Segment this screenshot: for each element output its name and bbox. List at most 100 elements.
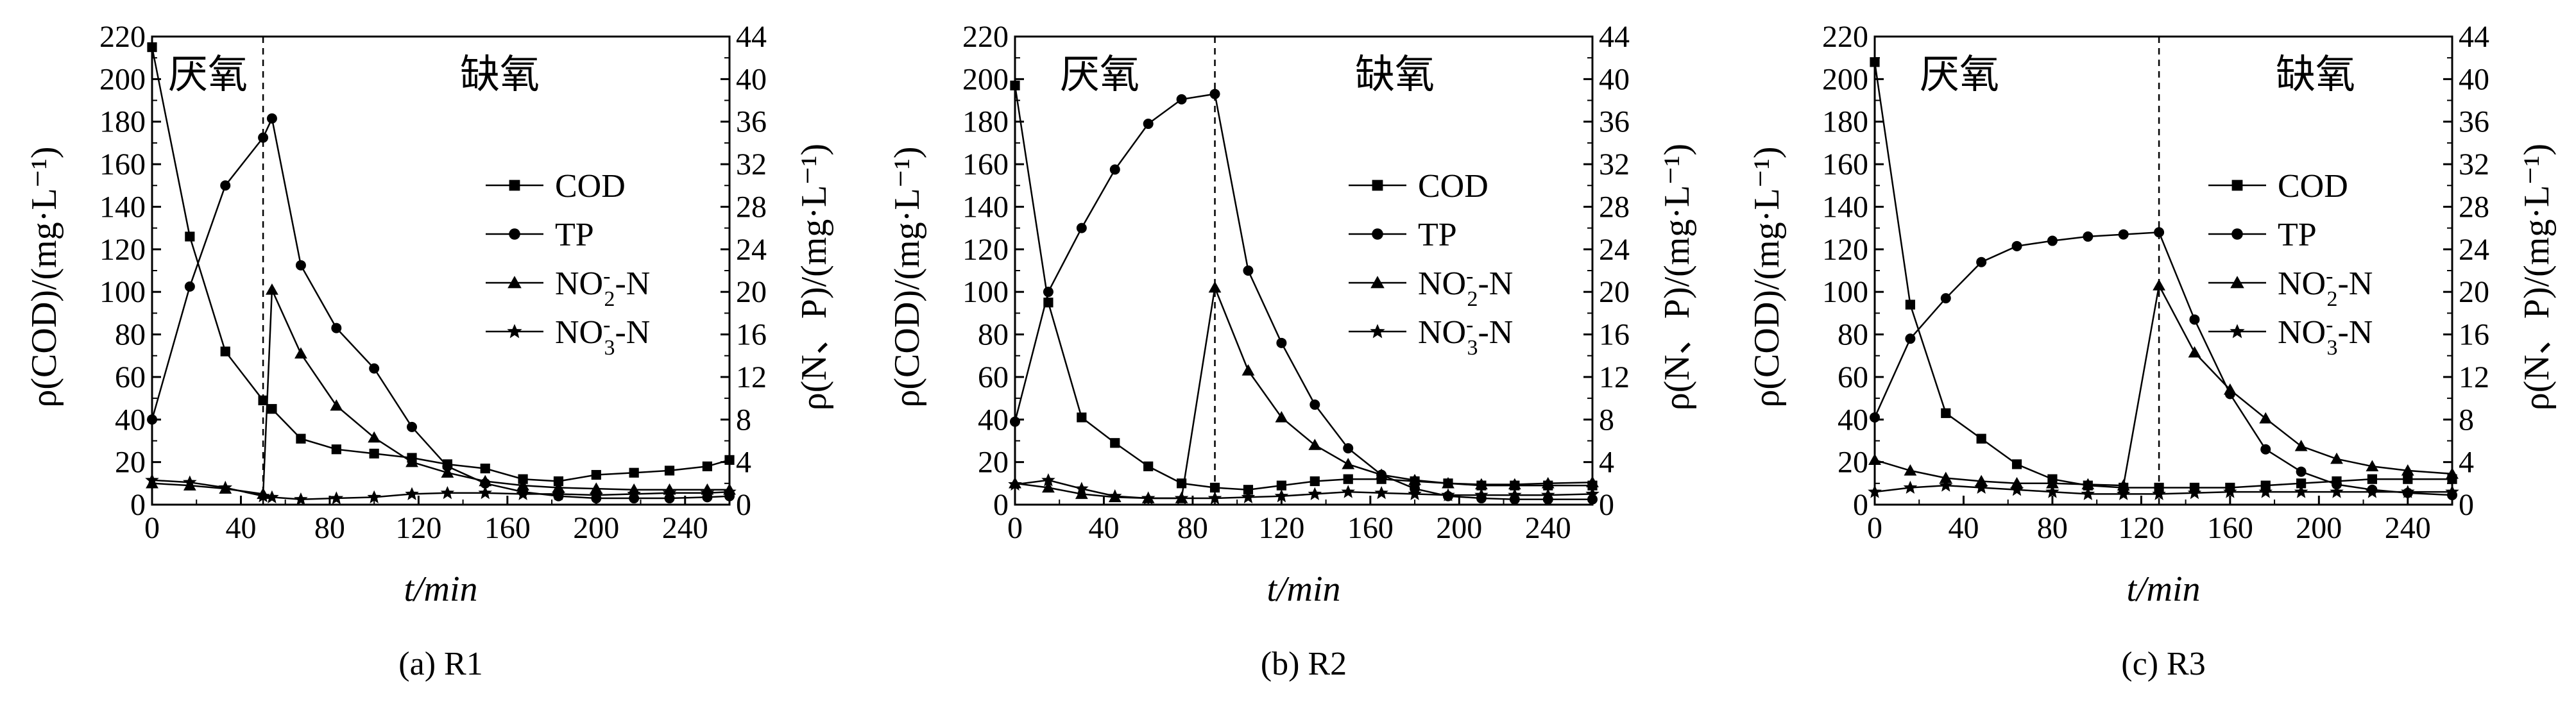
series-line-triangle: [151, 289, 729, 495]
data-point-circle: [407, 421, 417, 432]
left-tick-label: 180: [1822, 105, 1868, 139]
left-tick-label: 20: [1838, 446, 1868, 480]
data-point-triangle: [294, 347, 307, 359]
x-tick-label: 160: [2207, 511, 2253, 545]
data-point-square: [2403, 474, 2413, 484]
right-tick-label: 36: [2459, 105, 2489, 139]
right-tick-label: 28: [736, 190, 767, 224]
legend-label-square: COD: [555, 168, 626, 205]
legend-marker-circle: [1372, 228, 1383, 240]
panel-caption: (a) R1: [398, 646, 482, 682]
left-tick-label: 0: [993, 488, 1009, 522]
data-point-triangle: [2153, 279, 2165, 290]
x-tick-label: 200: [573, 511, 619, 545]
x-tick-label: 80: [1177, 511, 1208, 545]
y-axis-label-left: ρ(COD)/(mg·L⁻¹): [887, 146, 927, 407]
y-axis-label-right: ρ(N、P)/(mg·L⁻¹): [794, 144, 834, 410]
left-tick-label: 20: [115, 446, 146, 480]
right-tick-label: 20: [2459, 275, 2489, 309]
panel-caption: (c) R3: [2121, 646, 2205, 682]
left-tick-label: 200: [1822, 62, 1868, 96]
data-point-circle: [1343, 443, 1354, 454]
data-point-circle: [295, 260, 306, 271]
data-point-square: [629, 467, 639, 478]
x-tick-label: 120: [2118, 511, 2164, 545]
left-tick-label: 180: [99, 105, 146, 139]
chart-panel-1: 0 20 40 60 80 100 120 140 160 180 200 220 0 4 8 12 16 20 2…: [24, 20, 834, 682]
x-tick-label: 240: [1525, 511, 1571, 545]
right-tick-label: 24: [736, 233, 767, 267]
data-point-circle: [266, 113, 277, 124]
x-tick-label: 40: [1088, 511, 1119, 545]
right-tick-label: 32: [2459, 147, 2489, 181]
data-point-circle: [369, 363, 380, 374]
data-point-triangle: [266, 283, 278, 295]
chart-panel-2: 0 20 40 60 80 100 120 140 160 180 200 220 0 4 8 12 16 20 2…: [887, 20, 1697, 682]
right-tick-label: 36: [1599, 105, 1630, 139]
chart-panel-3: 0 20 40 60 80 100 120 140 160 180 200 220 0 4 8 12 16 20 2…: [1747, 20, 2557, 682]
x-tick-label: 0: [144, 511, 160, 545]
left-tick-label: 0: [130, 488, 146, 522]
right-tick-label: 12: [1599, 360, 1630, 394]
x-tick-label: 160: [484, 511, 531, 545]
left-tick-label: 220: [99, 20, 146, 54]
y-axis-label-right: ρ(N、P)/(mg·L⁻¹): [2517, 144, 2557, 410]
x-axis-label: t/min: [1267, 569, 1340, 609]
legend-marker-square: [2231, 180, 2243, 191]
legend-marker-square: [1372, 180, 1383, 191]
y-axis-label-left: ρ(COD)/(mg·L⁻¹): [1747, 146, 1787, 407]
series-line-circle: [1014, 93, 1592, 500]
x-tick-label: 0: [1867, 511, 1882, 545]
right-tick-label: 0: [1599, 488, 1614, 522]
left-tick-label: 180: [962, 105, 1009, 139]
data-point-square: [1309, 476, 1320, 487]
data-point-circle: [258, 132, 269, 143]
left-tick-label: 100: [1822, 275, 1868, 309]
data-point-circle: [1276, 337, 1287, 348]
panel-caption: (b) R2: [1261, 646, 1347, 682]
data-point-circle: [1870, 412, 1880, 423]
right-tick-label: 16: [736, 318, 767, 352]
data-point-square: [480, 463, 490, 474]
x-tick-label: 0: [1007, 511, 1023, 545]
data-point-square: [220, 346, 230, 357]
right-tick-label: 44: [2459, 20, 2489, 54]
data-point-triangle: [1342, 458, 1355, 469]
data-point-triangle: [1241, 364, 1255, 376]
legend-marker-square: [509, 180, 520, 191]
data-point-square: [1976, 433, 1986, 444]
data-point-square: [1077, 412, 1087, 423]
left-tick-label: 40: [978, 403, 1009, 437]
data-point-square: [1209, 482, 1220, 493]
right-tick-label: 16: [1599, 318, 1630, 352]
right-tick-label: 20: [736, 275, 767, 309]
left-tick-label: 80: [978, 318, 1009, 352]
right-tick-label: 40: [2459, 62, 2489, 96]
data-point-circle: [2083, 231, 2094, 242]
right-tick-label: 4: [2459, 446, 2474, 480]
data-point-circle: [2047, 235, 2058, 246]
left-tick-label: 200: [962, 62, 1009, 96]
data-point-circle: [1176, 94, 1187, 105]
left-tick-label: 160: [99, 147, 146, 181]
data-point-square: [1343, 474, 1353, 484]
data-point-circle: [1976, 256, 1987, 267]
series-line-square: [1014, 85, 1592, 491]
left-tick-label: 140: [99, 190, 146, 224]
right-tick-label: 40: [736, 62, 767, 96]
data-point-square: [1110, 438, 1120, 448]
left-tick-label: 40: [1838, 403, 1868, 437]
data-point-circle: [1076, 223, 1087, 233]
legend-label-star: NO-3-N: [2278, 313, 2373, 360]
series-line-star: [151, 479, 730, 500]
phase-label-anaerobic: 厌氧: [1060, 51, 1139, 97]
left-tick-label: 20: [978, 446, 1009, 480]
left-tick-label: 120: [99, 233, 146, 267]
x-axis-label: t/min: [404, 569, 477, 609]
legend-label-circle: TP: [2278, 217, 2317, 253]
right-tick-label: 8: [736, 403, 751, 437]
series-line-square: [151, 47, 730, 482]
data-point-triangle: [2330, 452, 2343, 464]
right-tick-label: 12: [736, 360, 767, 394]
